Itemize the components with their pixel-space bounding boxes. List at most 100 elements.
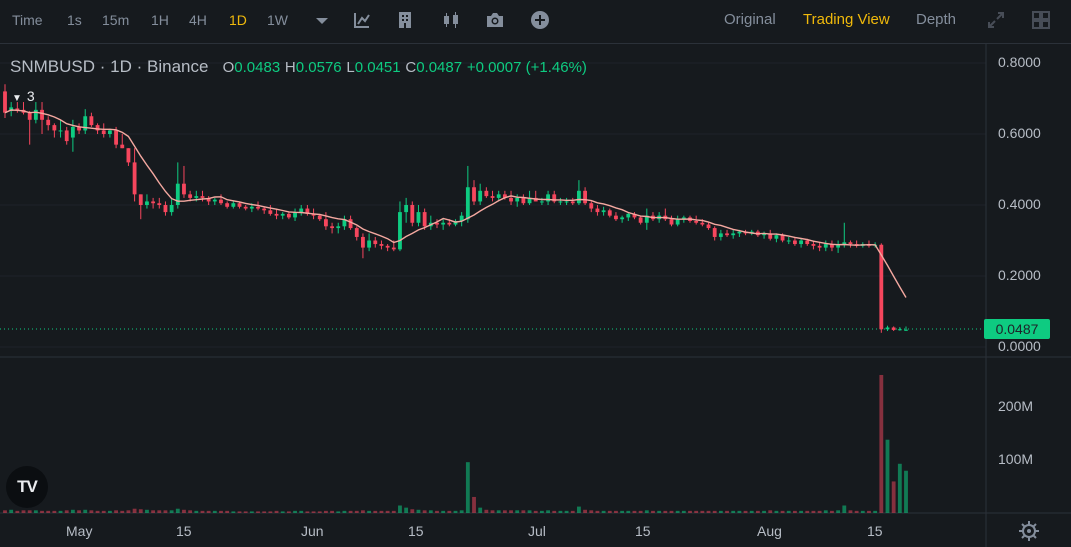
candle-body	[9, 107, 14, 111]
current-price-tag: 0.0487	[984, 319, 1050, 339]
candle-body	[583, 190, 588, 204]
price-tick: 0.4000	[998, 196, 1041, 212]
volume-bar	[472, 496, 476, 513]
candle-body	[595, 208, 600, 213]
volume-bar	[885, 439, 890, 513]
volume-bar	[70, 509, 75, 513]
view-trading-view[interactable]: Trading View	[803, 11, 890, 28]
volume-bar	[700, 510, 705, 513]
volume-bar	[478, 507, 483, 513]
candle-body	[237, 203, 242, 207]
candle-body	[465, 187, 470, 220]
volume-bar	[256, 511, 260, 513]
candle-body	[552, 194, 557, 202]
volume-bar	[293, 510, 297, 513]
candle-body	[58, 130, 63, 132]
volume-bar	[657, 510, 662, 513]
chevron-down-icon[interactable]	[312, 10, 332, 30]
candle-body	[891, 327, 896, 330]
candle-body	[33, 109, 38, 120]
candle-body	[496, 194, 501, 198]
add-icon[interactable]	[530, 10, 550, 30]
interval-1w[interactable]: 1W	[267, 12, 288, 28]
volume-bar	[465, 462, 470, 513]
volume-bar	[120, 510, 125, 513]
candle-body	[632, 213, 637, 218]
candle-body	[379, 244, 384, 246]
camera-icon[interactable]	[485, 10, 505, 30]
volume-bar	[194, 510, 199, 513]
volume-bar	[799, 510, 804, 513]
candle-body	[435, 222, 439, 225]
candle-body	[737, 231, 742, 234]
indicator-icon[interactable]	[352, 10, 372, 30]
volume-bar	[64, 510, 69, 513]
building-icon[interactable]	[395, 10, 415, 30]
candle-body	[206, 197, 211, 202]
volume-bar	[361, 510, 365, 513]
volume-bar	[873, 510, 878, 513]
volume-bar	[669, 510, 674, 513]
volume-tick: 200M	[998, 398, 1034, 414]
candle-body	[459, 215, 464, 221]
price-tick: 0.8000	[998, 54, 1041, 70]
candle-body	[225, 203, 230, 207]
volume-bar	[52, 510, 57, 513]
low-value: 0.0451	[354, 59, 401, 76]
interval-label: 1D	[110, 57, 132, 76]
time-tick: 15	[408, 523, 424, 539]
view-original[interactable]: Original	[724, 11, 776, 28]
volume-bar	[311, 511, 316, 513]
candle-body	[484, 190, 489, 197]
view-depth[interactable]: Depth	[916, 11, 957, 28]
volume-bar	[114, 510, 118, 513]
tradingview-logo[interactable]: TV	[6, 466, 48, 508]
volume-bar	[163, 510, 168, 513]
interval-15m[interactable]: 15m	[102, 12, 130, 28]
expand-icon[interactable]	[986, 10, 1006, 30]
candle-body	[175, 183, 180, 205]
volume-bar	[249, 511, 254, 513]
symbol-label: SNMBUSD	[10, 57, 96, 76]
volume-bar	[58, 510, 63, 513]
grid-icon[interactable]	[1031, 10, 1051, 30]
volume-bar	[151, 510, 156, 513]
time-button[interactable]: Time	[12, 12, 43, 28]
candles-icon[interactable]	[441, 10, 461, 30]
volume-bar	[509, 510, 513, 513]
candle-body	[811, 244, 816, 246]
volume-bar	[830, 510, 834, 513]
time-tick: 15	[867, 523, 883, 539]
volume-bar	[317, 511, 322, 513]
volume-bar	[348, 510, 353, 513]
interval-4h[interactable]: 4H	[189, 12, 207, 28]
volume-bar	[793, 510, 797, 513]
volume-bar	[651, 510, 655, 513]
interval-1d[interactable]: 1D	[229, 12, 247, 28]
volume-bar	[428, 510, 433, 513]
candle-body	[620, 217, 625, 220]
candle-body	[89, 116, 94, 126]
volume-bar	[422, 510, 427, 513]
volume-bar	[675, 510, 680, 513]
volume-bar	[441, 510, 446, 513]
candle-body	[194, 196, 199, 198]
interval-1h[interactable]: 1H	[151, 12, 169, 28]
volume-bar	[854, 510, 859, 513]
volume-bar	[755, 510, 760, 513]
volume-bar	[404, 507, 409, 513]
indicator-toggle[interactable]: ▼ 3	[12, 88, 35, 104]
candle-body	[546, 194, 550, 202]
gear-icon[interactable]	[1018, 520, 1040, 542]
volume-bar	[780, 510, 785, 513]
candle-body	[848, 242, 853, 245]
volume-bar	[725, 510, 729, 513]
candle-body	[268, 210, 273, 214]
volume-bar	[737, 510, 742, 513]
price-chart[interactable]	[0, 44, 1071, 547]
candle-body	[521, 197, 526, 204]
interval-1s[interactable]: 1s	[67, 12, 82, 28]
volume-bar	[904, 470, 908, 513]
volume-bar	[330, 510, 334, 513]
volume-tick: 100M	[998, 451, 1034, 467]
